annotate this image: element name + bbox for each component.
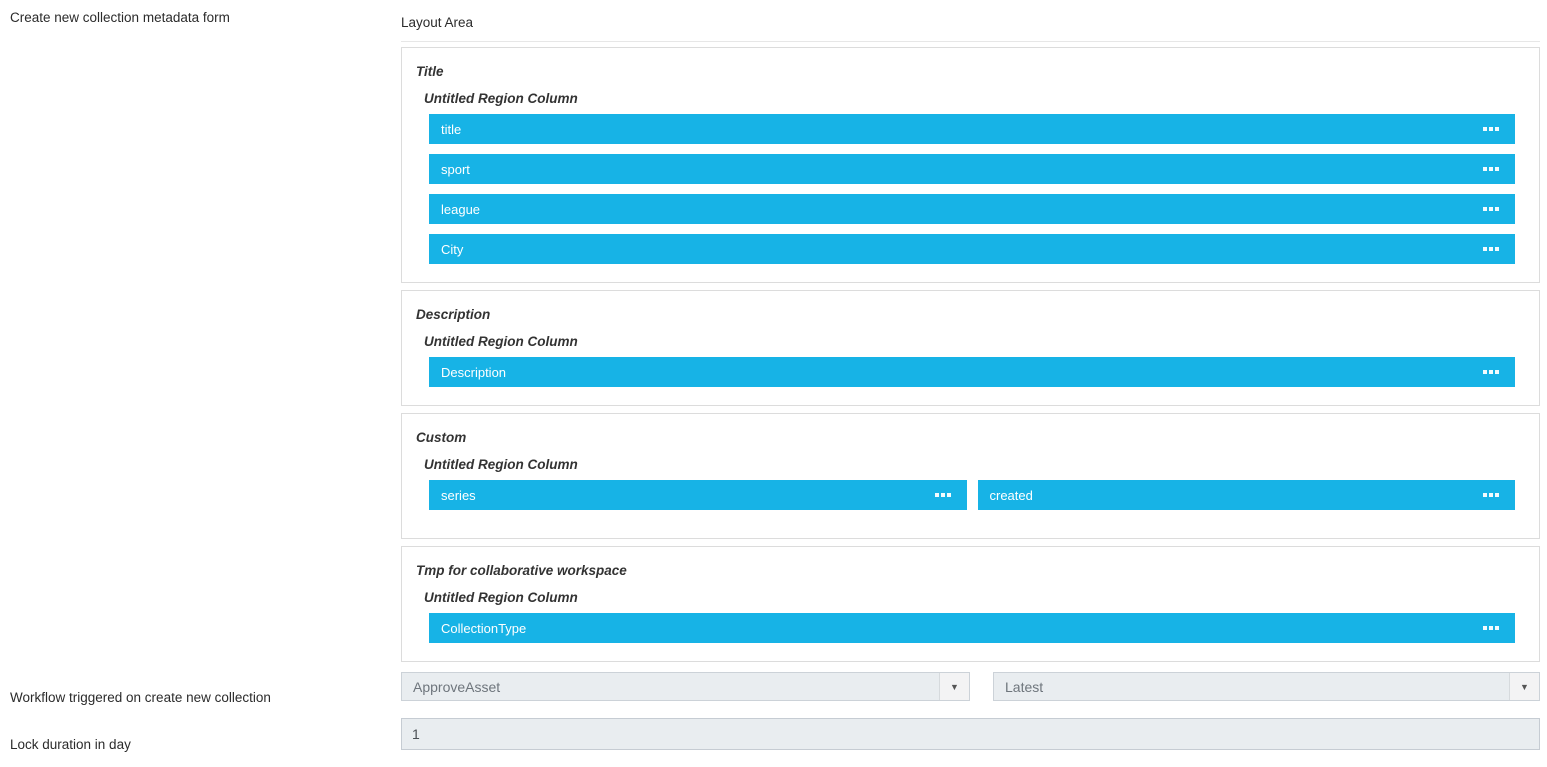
region-fields: CollectionType xyxy=(429,613,1515,643)
field-label: created xyxy=(989,487,1033,503)
field-label: Description xyxy=(441,364,507,380)
field-bar-title[interactable]: title xyxy=(429,114,1515,144)
workflow-select[interactable]: ApproveAsset ▼ xyxy=(401,672,970,701)
region-column-label: Untitled Region Column xyxy=(424,590,578,605)
workflow-select-value: ApproveAsset xyxy=(413,678,501,695)
field-bar-city[interactable]: City xyxy=(429,234,1515,264)
region-column-label: Untitled Region Column xyxy=(424,91,578,106)
field-bar-league[interactable]: league xyxy=(429,194,1515,224)
divider xyxy=(401,41,1540,42)
field-label: CollectionType xyxy=(441,620,527,636)
layout-section-tmp-workspace: Tmp for collaborative workspace Untitled… xyxy=(401,546,1540,662)
field-bar-description[interactable]: Description xyxy=(429,357,1515,387)
layout-section-custom: Custom Untitled Region Column series cre… xyxy=(401,413,1540,539)
workflow-version-select-value: Latest xyxy=(1005,678,1044,695)
drag-handle-icon[interactable] xyxy=(1483,207,1499,211)
drag-handle-icon[interactable] xyxy=(1483,247,1499,251)
region-column-label: Untitled Region Column xyxy=(424,334,578,349)
section-title-label: Description xyxy=(416,307,491,322)
region-fields: title sport league City xyxy=(429,114,1515,264)
field-bar-created[interactable]: created xyxy=(977,480,1515,510)
region-fields: series created xyxy=(429,480,1515,520)
layout-area: Layout Area Title Untitled Region Column… xyxy=(401,0,1540,750)
drag-handle-icon[interactable] xyxy=(1483,493,1499,497)
field-bar-series[interactable]: series xyxy=(429,480,967,510)
field-label: series xyxy=(441,487,476,503)
field-label: sport xyxy=(441,161,470,177)
lock-duration-label: Lock duration in day xyxy=(10,737,131,752)
field-label: title xyxy=(441,121,462,137)
field-bar-sport[interactable]: sport xyxy=(429,154,1515,184)
drag-handle-icon[interactable] xyxy=(1483,127,1499,131)
layout-section-title: Title Untitled Region Column title sport… xyxy=(401,47,1540,283)
drag-handle-icon[interactable] xyxy=(1483,167,1499,171)
workflow-version-select[interactable]: Latest ▼ xyxy=(993,672,1540,701)
drag-handle-icon[interactable] xyxy=(1483,626,1499,630)
layout-area-title: Layout Area xyxy=(401,15,474,30)
arrow-glyph: ▼ xyxy=(950,681,959,692)
field-label: City xyxy=(441,241,464,257)
lock-duration-row xyxy=(401,718,1540,750)
section-title-label: Custom xyxy=(416,430,467,445)
workflow-trigger-label: Workflow triggered on create new collect… xyxy=(10,690,271,705)
field-label: league xyxy=(441,201,481,217)
field-bar-collectiontype[interactable]: CollectionType xyxy=(429,613,1515,643)
region-column-label: Untitled Region Column xyxy=(424,457,578,472)
lock-duration-input[interactable] xyxy=(401,718,1540,750)
layout-section-description: Description Untitled Region Column Descr… xyxy=(401,290,1540,406)
section-title-label: Title xyxy=(416,64,444,79)
workflow-controls-row: ApproveAsset ▼ Latest ▼ xyxy=(401,672,1540,701)
section-title-label: Tmp for collaborative workspace xyxy=(416,563,627,578)
create-form-label: Create new collection metadata form xyxy=(10,10,230,25)
drag-handle-icon[interactable] xyxy=(1483,370,1499,374)
chevron-down-icon[interactable]: ▼ xyxy=(939,673,969,700)
region-fields: Description xyxy=(429,357,1515,387)
chevron-down-icon[interactable]: ▼ xyxy=(1509,673,1539,700)
drag-handle-icon[interactable] xyxy=(934,493,951,497)
arrow-glyph: ▼ xyxy=(1520,681,1529,692)
